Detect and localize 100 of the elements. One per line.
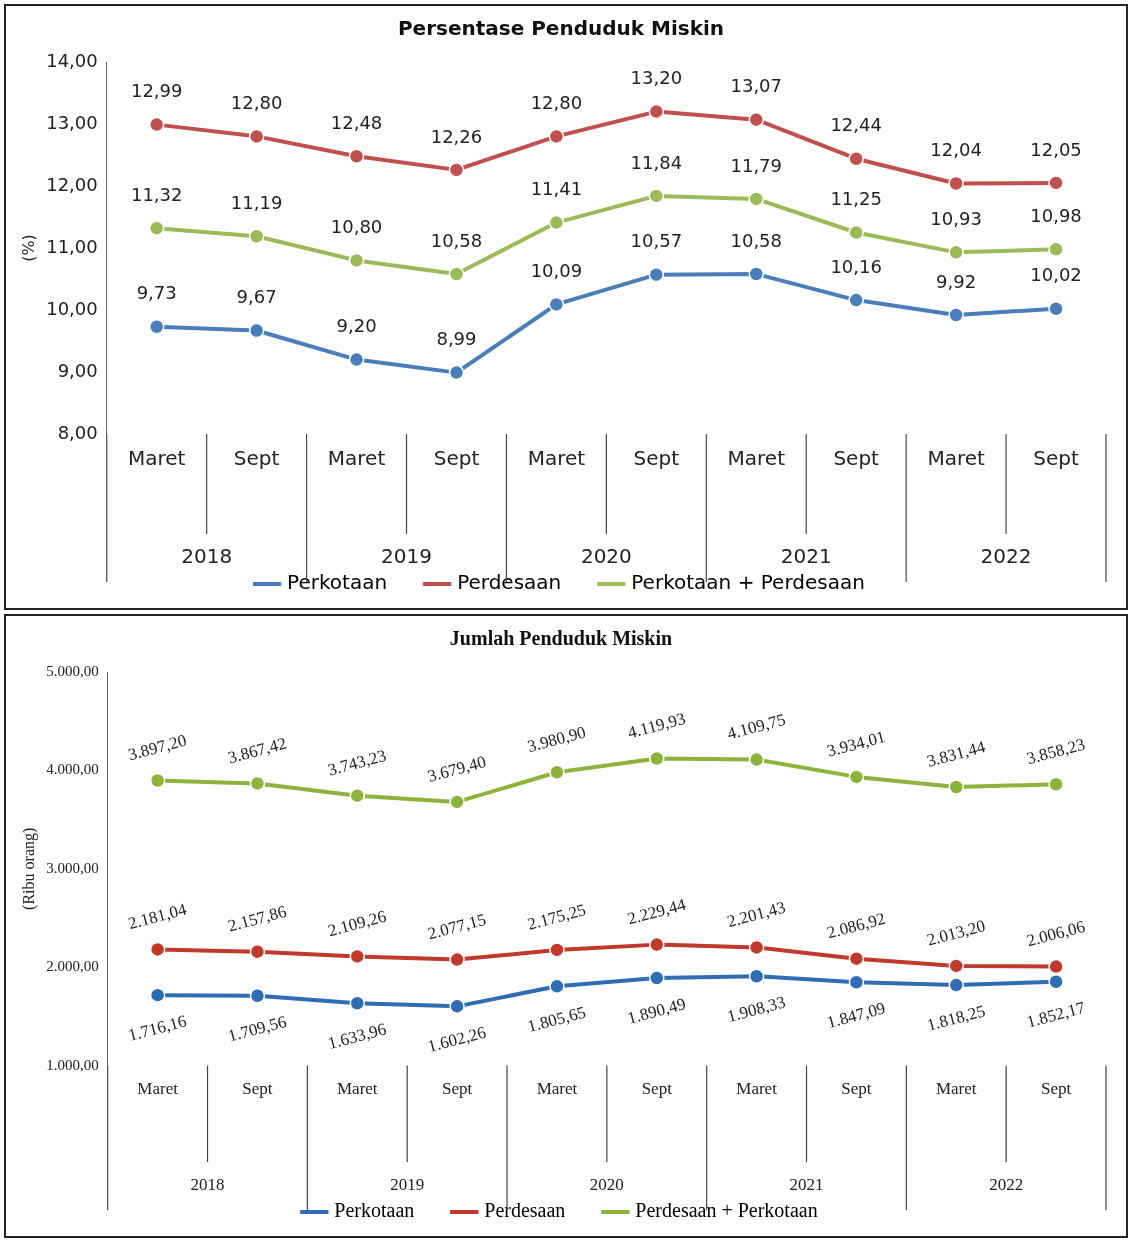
data-label: 12,26 [430, 125, 483, 147]
y-tick-label: 4.000,00 [46, 761, 99, 778]
data-label: 2.006,06 [1024, 916, 1088, 951]
point [1048, 301, 1064, 317]
data-label: 1.847,09 [824, 998, 888, 1033]
point [449, 951, 465, 968]
point [348, 351, 365, 368]
point [149, 987, 166, 1003]
point [248, 228, 265, 244]
data-label: 1.709,56 [225, 1011, 289, 1046]
y-tick-label: 11,00 [46, 235, 98, 257]
legend-label: Perdesaan [457, 570, 562, 595]
x-tick-label: Sept [233, 446, 280, 471]
data-label: 1.852,17 [1024, 997, 1088, 1032]
point [748, 266, 765, 282]
point [448, 162, 465, 178]
point [548, 128, 565, 145]
data-label: 12,99 [130, 80, 183, 102]
data-label: 8,99 [436, 328, 477, 350]
x-tick-label: Sept [641, 1079, 673, 1099]
text: 2020 [589, 1175, 624, 1195]
point [449, 794, 465, 810]
point [848, 950, 865, 967]
data-label: 3.858,23 [1024, 734, 1088, 769]
data-label: 12,44 [830, 114, 882, 136]
point [1048, 175, 1064, 191]
data-label: 1.716,16 [126, 1011, 189, 1045]
data-label: 2.181,04 [126, 899, 190, 934]
data-label: 1.890,49 [625, 994, 688, 1028]
point [149, 941, 166, 958]
point [149, 772, 166, 789]
point [349, 787, 366, 804]
data-label: 1.805,65 [525, 1002, 588, 1037]
data-label: 2.109,26 [325, 906, 389, 941]
data-label: 10,93 [930, 208, 982, 230]
y-axis-title: (%) [18, 234, 38, 262]
x-tick-label: Maret [137, 1079, 179, 1099]
data-label: 11,32 [130, 183, 183, 205]
point [948, 779, 965, 795]
data-label: 10,16 [830, 255, 882, 277]
data-label: 9,73 [136, 282, 177, 304]
point [748, 751, 765, 768]
data-label: 10,58 [430, 229, 483, 251]
point [848, 974, 865, 990]
legend-label: Perkotaan [334, 1199, 415, 1222]
point [249, 943, 266, 960]
data-label: 13,20 [630, 67, 683, 89]
y-tick-label: 5.000,00 [46, 662, 99, 679]
x-tick-label: Sept [1040, 1079, 1072, 1099]
y-tick-label: 9,00 [57, 359, 98, 381]
data-label: 2.201,43 [725, 897, 788, 932]
y-tick-label: 2.000,00 [46, 958, 99, 975]
point [648, 266, 665, 283]
data-label: 2.229,44 [625, 894, 689, 929]
data-label: 2.077,15 [425, 909, 489, 944]
data-label: 11,25 [830, 188, 882, 210]
point [449, 998, 465, 1015]
point [348, 148, 365, 164]
point [948, 244, 964, 261]
point [349, 995, 366, 1011]
data-label: 10,80 [330, 216, 383, 238]
data-label: 10,02 [1030, 264, 1082, 286]
data-label: 10,58 [730, 229, 783, 251]
data-label: 1.602,26 [425, 1022, 489, 1057]
text: 2019 [381, 544, 432, 569]
legend-label: Perkotaan [287, 570, 388, 595]
y-tick-label: 3.000,00 [46, 859, 99, 876]
data-label: 13,07 [730, 75, 783, 97]
point [948, 307, 964, 323]
data-label: 2.086,92 [824, 908, 888, 943]
text: 2021 [789, 1175, 824, 1195]
data-label: 9,92 [936, 270, 977, 292]
data-label: 2.013,20 [924, 916, 988, 950]
x-tick-label: Maret [927, 446, 985, 471]
point [548, 214, 565, 231]
point [448, 266, 465, 282]
data-label: 3.831,44 [924, 737, 988, 771]
data-label: 10,09 [530, 260, 583, 282]
x-tick-label: Sept [841, 1079, 872, 1099]
point [948, 175, 964, 192]
data-label: 9,20 [336, 315, 377, 337]
data-label: 10,98 [1030, 204, 1082, 226]
data-label: 1.818,25 [924, 1001, 988, 1035]
x-tick-label: Maret [336, 1079, 378, 1099]
point [1048, 241, 1064, 257]
legend-label: Perkotaan + Perdesaan [631, 570, 865, 595]
x-tick-label: Sept [1033, 446, 1079, 471]
chart-title: Jumlah Penduduk Miskin [449, 627, 673, 650]
text: 2019 [390, 1175, 425, 1195]
point [748, 968, 765, 984]
point [249, 775, 266, 792]
text: 2018 [181, 544, 233, 569]
legend-label: Perdesaan [484, 1199, 566, 1222]
data-label: 3.679,40 [425, 752, 489, 786]
data-label: 12,80 [530, 92, 583, 114]
data-label: 10,57 [630, 230, 683, 252]
point [648, 103, 665, 120]
point [748, 111, 765, 128]
x-tick-label: Maret [736, 1079, 778, 1099]
point [848, 150, 864, 167]
